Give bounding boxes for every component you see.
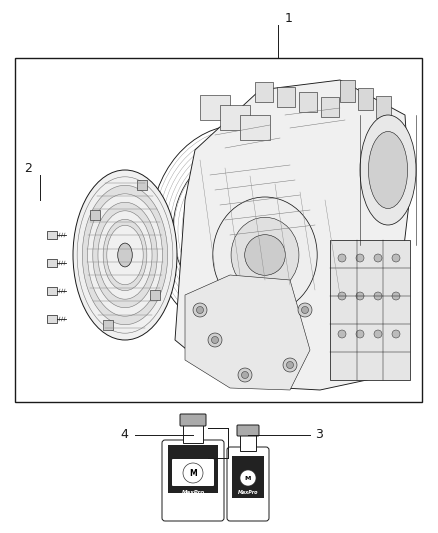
Bar: [240, 115, 270, 140]
Circle shape: [392, 292, 400, 300]
Bar: [90, 209, 100, 220]
Bar: [220, 105, 250, 130]
Bar: [168, 445, 218, 493]
Text: 1: 1: [285, 12, 293, 25]
Circle shape: [240, 470, 256, 486]
Bar: [321, 97, 339, 117]
Text: M: M: [189, 469, 197, 478]
Text: M: M: [245, 475, 251, 481]
Bar: [47, 287, 57, 295]
Circle shape: [338, 292, 346, 300]
Circle shape: [212, 336, 219, 343]
Ellipse shape: [368, 132, 408, 208]
Circle shape: [283, 358, 297, 372]
Polygon shape: [175, 80, 410, 390]
Circle shape: [338, 254, 346, 262]
Bar: [47, 315, 57, 323]
Bar: [15, 58, 422, 402]
Ellipse shape: [103, 219, 147, 290]
FancyBboxPatch shape: [172, 459, 214, 486]
Ellipse shape: [77, 177, 173, 333]
Circle shape: [338, 330, 346, 338]
Text: MaxPro: MaxPro: [181, 490, 205, 496]
Circle shape: [392, 254, 400, 262]
Ellipse shape: [82, 185, 168, 325]
Circle shape: [245, 235, 285, 276]
Ellipse shape: [98, 211, 152, 299]
Bar: [47, 231, 57, 239]
Circle shape: [301, 306, 308, 313]
Bar: [102, 320, 113, 330]
Bar: [47, 259, 57, 267]
Bar: [358, 88, 373, 110]
Circle shape: [356, 330, 364, 338]
Polygon shape: [185, 275, 310, 390]
Bar: [240, 433, 256, 451]
FancyBboxPatch shape: [237, 425, 259, 436]
Bar: [330, 240, 410, 380]
Ellipse shape: [118, 243, 132, 267]
Bar: [277, 87, 295, 107]
Text: 3: 3: [315, 429, 323, 441]
Circle shape: [197, 306, 204, 313]
Bar: [299, 92, 317, 112]
Circle shape: [374, 254, 382, 262]
Ellipse shape: [73, 170, 177, 340]
Circle shape: [356, 292, 364, 300]
Circle shape: [241, 372, 248, 378]
Ellipse shape: [231, 217, 299, 293]
Bar: [232, 456, 264, 498]
Circle shape: [183, 463, 203, 483]
Text: 2: 2: [24, 161, 32, 174]
Circle shape: [286, 361, 293, 368]
Ellipse shape: [107, 225, 143, 285]
Bar: [376, 96, 391, 118]
Text: 4: 4: [120, 429, 128, 441]
Bar: [150, 290, 160, 301]
Bar: [200, 95, 230, 120]
Ellipse shape: [213, 197, 317, 313]
FancyBboxPatch shape: [227, 447, 269, 521]
Circle shape: [193, 303, 207, 317]
Circle shape: [298, 303, 312, 317]
Bar: [183, 423, 203, 443]
Circle shape: [374, 292, 382, 300]
Circle shape: [238, 368, 252, 382]
Ellipse shape: [93, 203, 157, 308]
Circle shape: [208, 333, 222, 347]
Circle shape: [392, 330, 400, 338]
Bar: [137, 180, 147, 190]
Circle shape: [374, 330, 382, 338]
Text: MaxPro: MaxPro: [238, 489, 258, 495]
Bar: [255, 82, 273, 102]
Bar: [340, 80, 355, 102]
Ellipse shape: [360, 115, 416, 225]
FancyBboxPatch shape: [180, 414, 206, 426]
Ellipse shape: [88, 194, 162, 316]
FancyBboxPatch shape: [162, 440, 224, 521]
Circle shape: [356, 254, 364, 262]
